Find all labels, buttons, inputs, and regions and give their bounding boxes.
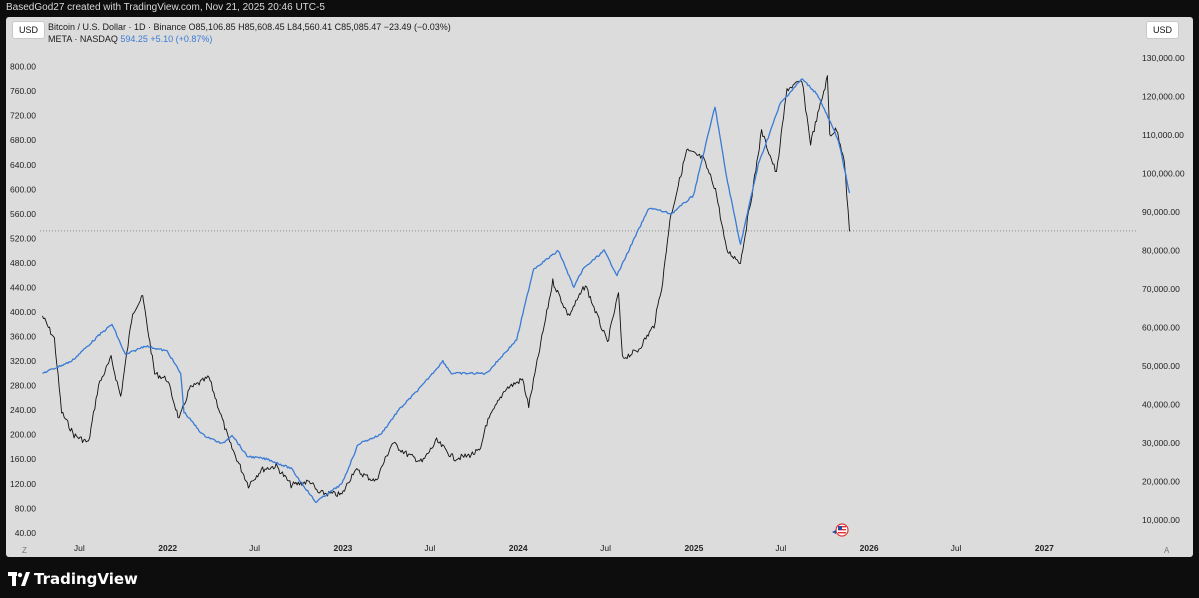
btc-legend-row: Bitcoin / U.S. Dollar · 1D · Binance O85… xyxy=(48,22,451,32)
time-axis-tick-label: 2026 xyxy=(860,543,879,553)
time-axis-tick-label: Jul xyxy=(951,543,962,553)
log-scale-toggle[interactable]: Z xyxy=(22,546,27,555)
meta-legend-name: META · NASDAQ xyxy=(48,34,118,44)
footer: TradingView xyxy=(0,560,1199,598)
right-axis-tick-label: 30,000.00 xyxy=(1142,438,1180,448)
price-chart[interactable]: 40.00 80.00 120.00 160.00 200.00 240.00 280.00… xyxy=(6,17,1193,557)
time-axis-tick-label: 2024 xyxy=(509,543,528,553)
left-axis-tick-label: 320.00 xyxy=(10,356,36,366)
right-axis-tick-label: 110,000.00 xyxy=(1142,130,1184,140)
time-axis-tick-label: Jul xyxy=(424,543,435,553)
time-axis-tick-label: Jul xyxy=(600,543,611,553)
right-axis-tick-label: 100,000.00 xyxy=(1142,169,1185,179)
left-axis-tick-label: 680.00 xyxy=(10,135,36,145)
left-axis-tick-label: 160.00 xyxy=(10,454,36,464)
bitcoin-price-line[interactable] xyxy=(41,75,850,497)
tradingview-logo[interactable]: TradingView xyxy=(8,568,138,590)
time-axis-tick-label: 2025 xyxy=(684,543,703,553)
left-axis-tick-label: 280.00 xyxy=(10,381,36,391)
right-axis-tick-label: 40,000.00 xyxy=(1142,399,1180,409)
left-axis-tick-label: 560.00 xyxy=(10,209,36,219)
left-axis-tick-label: 80.00 xyxy=(15,503,37,513)
time-axis-tick-label: Jul xyxy=(249,543,260,553)
right-axis-tick-label: 70,000.00 xyxy=(1142,284,1180,294)
auto-scale-toggle[interactable]: A xyxy=(1164,546,1170,555)
attribution-text: BasedGod27 created with TradingView.com,… xyxy=(6,2,325,13)
time-axis-tick-label: 2022 xyxy=(158,543,177,553)
tradingview-brand: TradingView xyxy=(34,570,138,588)
left-axis-tick-label: 520.00 xyxy=(10,233,36,243)
right-axis-tick-label: 90,000.00 xyxy=(1142,207,1180,217)
right-price-axis[interactable]: 10,000.00 20,000.00 30,000.00 40,000.00 50,0… xyxy=(1142,53,1185,525)
attribution-bar: BasedGod27 created with TradingView.com,… xyxy=(0,0,1199,16)
right-axis-tick-label: 50,000.00 xyxy=(1142,361,1180,371)
left-axis-tick-label: 240.00 xyxy=(10,405,36,415)
left-currency-badge[interactable]: USD xyxy=(12,21,46,39)
right-currency-badge[interactable]: USD xyxy=(1146,21,1180,39)
left-axis-tick-label: 40.00 xyxy=(15,528,37,538)
tradingview-logo-icon xyxy=(8,572,30,586)
left-axis-tick-label: 120.00 xyxy=(10,479,36,489)
left-axis-tick-label: 760.00 xyxy=(10,86,36,96)
meta-legend-row: META · NASDAQ 594.25 +5.10 (+0.87%) xyxy=(48,34,451,45)
us-flag-event-icon[interactable] xyxy=(832,523,849,537)
left-price-axis[interactable]: 40.00 80.00 120.00 160.00 200.00 240.00 280.00… xyxy=(10,62,36,538)
right-axis-tick-label: 60,000.00 xyxy=(1142,322,1180,332)
left-axis-tick-label: 800.00 xyxy=(10,62,36,72)
time-axis[interactable]: Jul 2022 Jul 2023 Jul 2024 Jul 2025 Jul 2026 Jul 20… xyxy=(74,543,1054,553)
left-axis-tick-label: 600.00 xyxy=(10,184,36,194)
right-axis-tick-label: 20,000.00 xyxy=(1142,476,1180,486)
time-axis-tick-label: 2027 xyxy=(1035,543,1054,553)
chart-legend: Bitcoin / U.S. Dollar · 1D · Binance O85… xyxy=(48,22,451,45)
right-axis-tick-label: 10,000.00 xyxy=(1142,515,1180,525)
right-axis-tick-label: 130,000.00 xyxy=(1142,53,1185,63)
left-axis-tick-label: 360.00 xyxy=(10,332,36,342)
meta-price-line[interactable] xyxy=(42,78,851,503)
meta-legend-values: 594.25 +5.10 (+0.87%) xyxy=(120,34,213,44)
chart-panel[interactable]: 40.00 80.00 120.00 160.00 200.00 240.00 280.00… xyxy=(6,17,1193,557)
time-axis-tick-label: 2023 xyxy=(333,543,352,553)
left-axis-tick-label: 640.00 xyxy=(10,160,36,170)
left-axis-tick-label: 440.00 xyxy=(10,282,36,292)
left-axis-tick-label: 400.00 xyxy=(10,307,36,317)
left-axis-tick-label: 200.00 xyxy=(10,430,36,440)
left-axis-tick-label: 720.00 xyxy=(10,111,36,121)
left-axis-tick-label: 480.00 xyxy=(10,258,36,268)
right-axis-tick-label: 80,000.00 xyxy=(1142,246,1180,256)
time-axis-tick-label: Jul xyxy=(775,543,786,553)
right-axis-tick-label: 120,000.00 xyxy=(1142,92,1185,102)
time-axis-tick-label: Jul xyxy=(74,543,85,553)
